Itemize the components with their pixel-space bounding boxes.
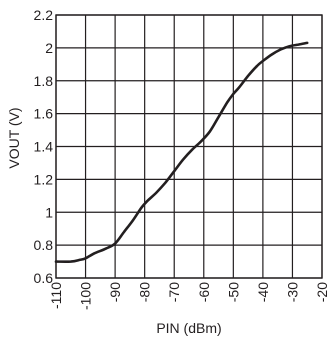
y-tick-labels: 0.6 0.8 1 1.2 1.4 1.6 1.8 2 2.2 — [34, 7, 54, 286]
grid — [55, 14, 323, 279]
x-tick-label: -20 — [314, 282, 327, 302]
y-tick-label: 0.8 — [34, 237, 54, 253]
x-tick-label: -50 — [225, 282, 241, 302]
y-tick-label: 2.2 — [34, 7, 54, 23]
series-layer — [54, 41, 309, 263]
y-tick-label: 0.6 — [34, 270, 54, 286]
series-line — [54, 41, 309, 263]
y-tick-label: 1.6 — [34, 106, 54, 122]
x-tick-label: -30 — [284, 282, 300, 302]
y-tick-label: 1.8 — [34, 73, 54, 89]
y-axis-label: VOUT (V) — [6, 107, 22, 168]
x-axis-label: PIN (dBm) — [156, 320, 221, 336]
x-tick-label: -40 — [255, 282, 271, 302]
y-tick-label: 1.4 — [34, 139, 54, 155]
x-tick-label: -80 — [137, 282, 153, 302]
x-tick-label: -60 — [196, 282, 212, 302]
x-tick-labels: -110 -100 -90 -80 -70 -60 -50 -40 -30 -20 — [48, 282, 327, 310]
y-tick-label: 1 — [45, 204, 53, 220]
y-tick-label: 1.2 — [34, 171, 54, 187]
y-tick-label: 2 — [45, 40, 53, 56]
x-tick-label: -110 — [48, 282, 64, 309]
x-tick-label: -70 — [166, 282, 182, 302]
plot-frame — [55, 14, 323, 279]
x-tick-label: -100 — [78, 282, 94, 310]
x-tick-label: -90 — [107, 282, 123, 302]
